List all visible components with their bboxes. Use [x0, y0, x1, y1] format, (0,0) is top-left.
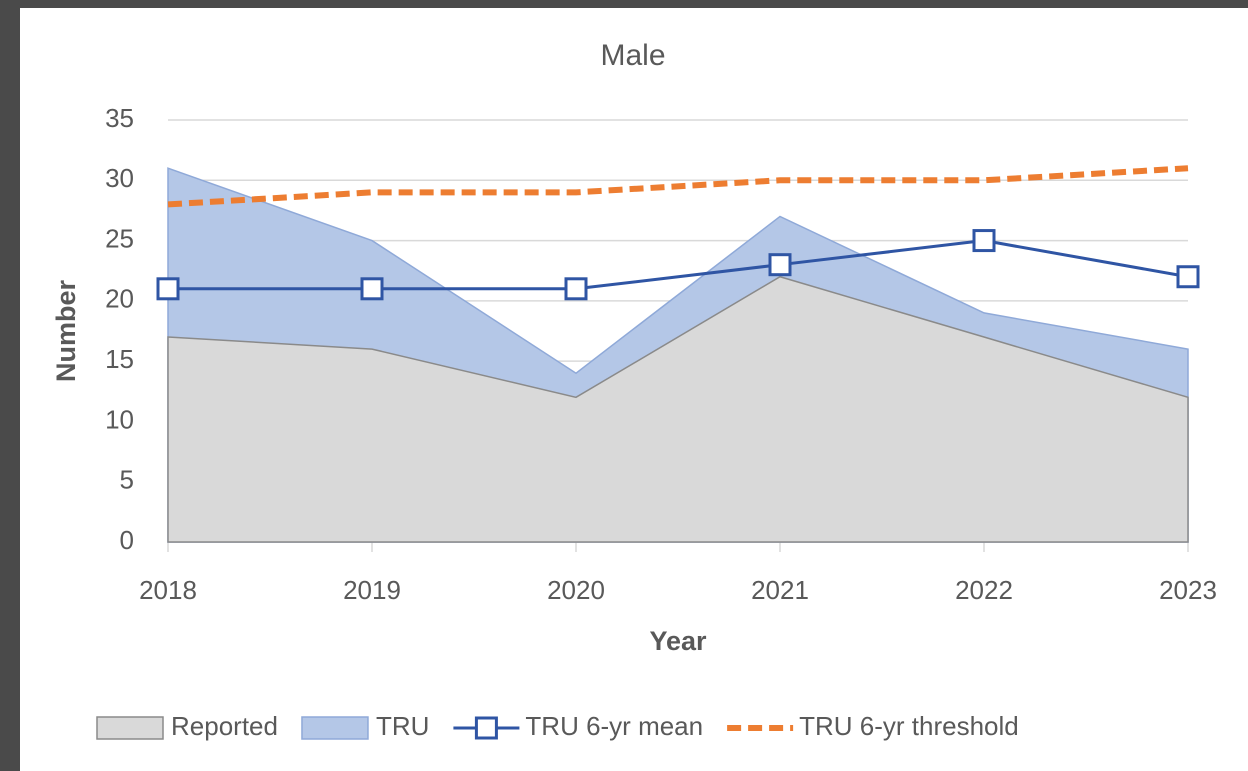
marker — [362, 279, 382, 299]
marker — [566, 279, 586, 299]
legend-label: TRU — [376, 711, 429, 741]
marker — [770, 255, 790, 275]
legend-label: TRU 6-yr threshold — [799, 711, 1019, 741]
y-tick-label: 10 — [105, 404, 134, 434]
marker — [158, 279, 178, 299]
chart: Male Year Number 0 5 10 15 20 25 30 35 2018 2019 2… — [0, 0, 1248, 771]
legend-label: Reported — [171, 711, 278, 741]
x-tick-label: 2022 — [955, 575, 1013, 605]
chart-title: Male — [600, 39, 665, 72]
legend-marker — [476, 718, 496, 738]
y-tick-label: 15 — [105, 344, 134, 374]
legend-swatch — [97, 717, 163, 739]
y-tick-label: 0 — [120, 525, 134, 555]
x-tick-label: 2021 — [751, 575, 809, 605]
y-tick-label: 20 — [105, 284, 134, 314]
y-tick-label: 35 — [105, 103, 134, 133]
y-axis-title: Number — [51, 280, 81, 383]
x-tick-label: 2019 — [343, 575, 401, 605]
marker — [1178, 267, 1198, 287]
y-tick-label: 5 — [120, 465, 134, 495]
x-axis-title: Year — [649, 626, 707, 656]
marker — [974, 231, 994, 251]
legend-label: TRU 6-yr mean — [525, 711, 703, 741]
x-tick-label: 2020 — [547, 575, 605, 605]
y-tick-label: 25 — [105, 223, 134, 253]
legend-swatch — [302, 717, 368, 739]
x-tick-label: 2018 — [139, 575, 197, 605]
y-tick-label: 30 — [105, 163, 134, 193]
x-tick-label: 2023 — [1159, 575, 1217, 605]
